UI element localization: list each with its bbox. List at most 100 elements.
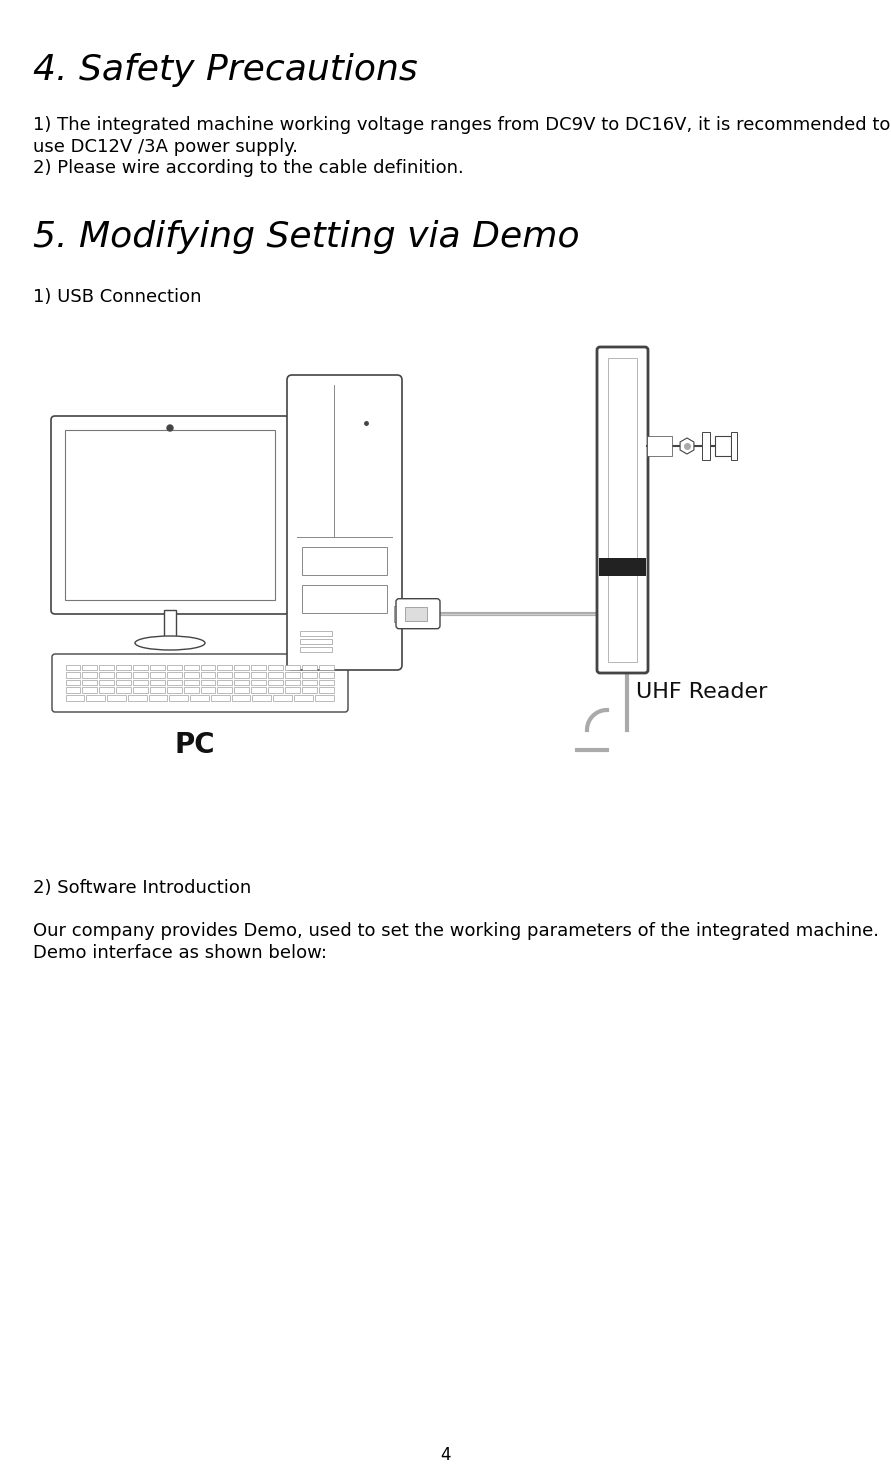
Bar xyxy=(234,672,249,678)
Bar xyxy=(66,665,80,671)
Text: use DC12V /3A power supply.: use DC12V /3A power supply. xyxy=(33,138,298,156)
Bar xyxy=(731,432,737,460)
Bar xyxy=(274,695,292,700)
Bar xyxy=(99,665,114,671)
Bar xyxy=(66,680,80,686)
Bar xyxy=(150,680,165,686)
Bar xyxy=(200,672,216,678)
Bar xyxy=(116,680,131,686)
Bar xyxy=(116,665,131,671)
Text: 2) Please wire according to the cable definition.: 2) Please wire according to the cable de… xyxy=(33,159,463,177)
Bar xyxy=(167,687,182,693)
Bar xyxy=(702,432,710,460)
Bar xyxy=(184,672,199,678)
Bar xyxy=(285,672,299,678)
Bar xyxy=(234,665,249,671)
Bar xyxy=(217,665,233,671)
Bar xyxy=(184,665,199,671)
Bar xyxy=(190,695,208,700)
Bar xyxy=(200,665,216,671)
Bar xyxy=(300,647,331,651)
Text: 2) Software Introduction: 2) Software Introduction xyxy=(33,879,251,896)
Bar xyxy=(211,695,230,700)
Bar xyxy=(150,672,165,678)
Bar xyxy=(319,672,333,678)
Bar xyxy=(252,695,271,700)
Bar xyxy=(268,687,282,693)
FancyBboxPatch shape xyxy=(396,598,440,629)
Bar xyxy=(200,680,216,686)
Bar xyxy=(149,695,168,700)
Bar xyxy=(302,665,316,671)
Bar xyxy=(268,672,282,678)
Bar xyxy=(234,687,249,693)
Bar xyxy=(133,680,148,686)
Text: 5. Modifying Setting via Demo: 5. Modifying Setting via Demo xyxy=(33,220,580,254)
Bar xyxy=(86,695,105,700)
Text: PC: PC xyxy=(175,732,216,758)
Bar xyxy=(405,607,427,620)
Ellipse shape xyxy=(135,637,205,650)
Bar xyxy=(294,695,313,700)
Bar xyxy=(300,631,331,635)
Bar xyxy=(133,687,148,693)
Bar xyxy=(99,687,114,693)
Bar xyxy=(608,358,637,662)
Bar xyxy=(232,695,250,700)
Bar xyxy=(116,672,131,678)
Circle shape xyxy=(167,424,173,430)
Bar xyxy=(251,680,266,686)
Text: 4: 4 xyxy=(440,1445,451,1465)
Bar xyxy=(184,680,199,686)
Bar xyxy=(599,558,646,576)
Bar xyxy=(167,672,182,678)
FancyBboxPatch shape xyxy=(52,654,348,712)
Bar xyxy=(285,665,299,671)
Bar xyxy=(107,695,126,700)
Bar xyxy=(200,687,216,693)
Bar xyxy=(315,695,333,700)
Bar xyxy=(268,665,282,671)
Bar xyxy=(268,680,282,686)
Bar xyxy=(169,695,188,700)
Bar xyxy=(251,672,266,678)
Bar xyxy=(167,680,182,686)
Bar xyxy=(66,672,80,678)
Bar xyxy=(66,695,85,700)
Bar xyxy=(99,672,114,678)
Bar xyxy=(82,665,97,671)
FancyBboxPatch shape xyxy=(287,375,402,669)
Bar xyxy=(66,687,80,693)
Bar xyxy=(302,546,387,574)
Text: UHF Reader: UHF Reader xyxy=(636,683,768,702)
Bar xyxy=(234,680,249,686)
Bar xyxy=(127,695,147,700)
Bar xyxy=(65,430,275,600)
Text: 4. Safety Precautions: 4. Safety Precautions xyxy=(33,53,418,88)
Bar xyxy=(217,687,233,693)
Bar xyxy=(164,610,176,638)
Bar xyxy=(150,687,165,693)
Text: 1) The integrated machine working voltage ranges from DC9V to DC16V, it is recom: 1) The integrated machine working voltag… xyxy=(33,116,890,134)
Bar xyxy=(285,687,299,693)
Text: 1) USB Connection: 1) USB Connection xyxy=(33,288,201,306)
Bar xyxy=(300,638,331,644)
Bar xyxy=(150,665,165,671)
Bar xyxy=(82,687,97,693)
Bar xyxy=(133,672,148,678)
Bar xyxy=(133,665,148,671)
FancyBboxPatch shape xyxy=(597,347,648,674)
Bar xyxy=(82,672,97,678)
Bar xyxy=(184,687,199,693)
Bar xyxy=(285,680,299,686)
Bar xyxy=(302,680,316,686)
Bar xyxy=(319,665,333,671)
Bar xyxy=(319,687,333,693)
Bar xyxy=(302,585,387,613)
Bar xyxy=(302,687,316,693)
FancyArrow shape xyxy=(647,436,672,456)
Bar xyxy=(217,680,233,686)
FancyBboxPatch shape xyxy=(51,416,289,614)
Bar xyxy=(302,672,316,678)
Bar xyxy=(116,687,131,693)
